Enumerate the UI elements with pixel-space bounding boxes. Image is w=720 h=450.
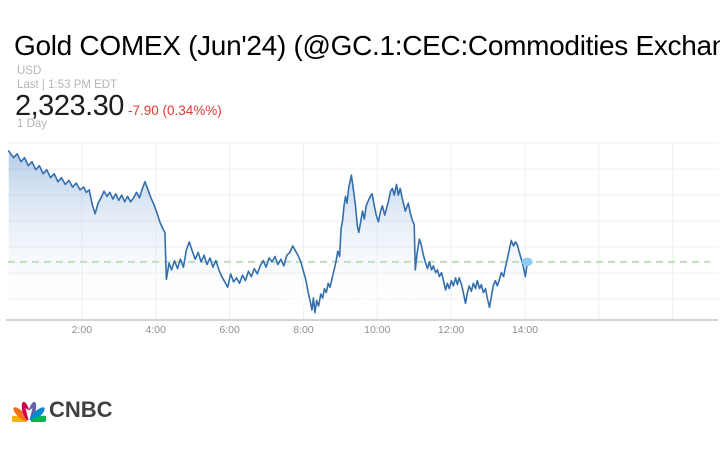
x-axis-tick-label: 12:00: [438, 324, 464, 336]
price-chart[interactable]: CNBC 2:00 4:00 6:00 8:00 10:00 12:00 14:00: [0, 138, 720, 343]
peacock-feather: [13, 407, 28, 422]
range-label: 1 Day: [17, 118, 48, 130]
x-axis-tick-label: 4:00: [145, 324, 166, 336]
cnbc-logo: CNBC: [12, 397, 113, 422]
x-axis-tick-label: 14:00: [512, 324, 538, 336]
last-timestamp: Last | 1:53 PM EDT: [17, 79, 118, 91]
peacock-feather: [31, 415, 46, 422]
chart-canvas[interactable]: CNBC 2:00 4:00 6:00 8:00 10:00 12:00 14:00: [0, 138, 720, 343]
watermark: CNBC: [274, 276, 420, 313]
cnbc-logo-text: CNBC: [49, 397, 113, 422]
price-change: -7.90 (0.34%%): [128, 103, 222, 118]
x-axis-tick-label: 10:00: [364, 324, 390, 336]
last-price: 2,323.30: [15, 90, 124, 122]
x-axis-tick-label: 2:00: [72, 324, 93, 336]
peacock-feather: [30, 407, 45, 422]
peacock-body-notch: [25, 408, 33, 422]
x-axis-tick-label: 6:00: [219, 324, 240, 336]
last-price-dot: [521, 257, 533, 267]
currency-label: USD: [17, 65, 42, 77]
price-line: [7, 150, 528, 314]
page-title: Gold COMEX (Jun'24) (@GC.1:CEC:Commoditi…: [14, 30, 720, 61]
cnbc-peacock-icon: [12, 401, 46, 422]
x-axis-tick-label: 8:00: [293, 324, 314, 336]
svg-text:CNBC: CNBC: [322, 276, 420, 311]
